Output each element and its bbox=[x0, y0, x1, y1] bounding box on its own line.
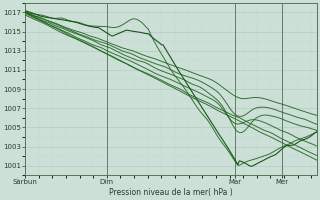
X-axis label: Pression niveau de la mer( hPa ): Pression niveau de la mer( hPa ) bbox=[109, 188, 233, 197]
